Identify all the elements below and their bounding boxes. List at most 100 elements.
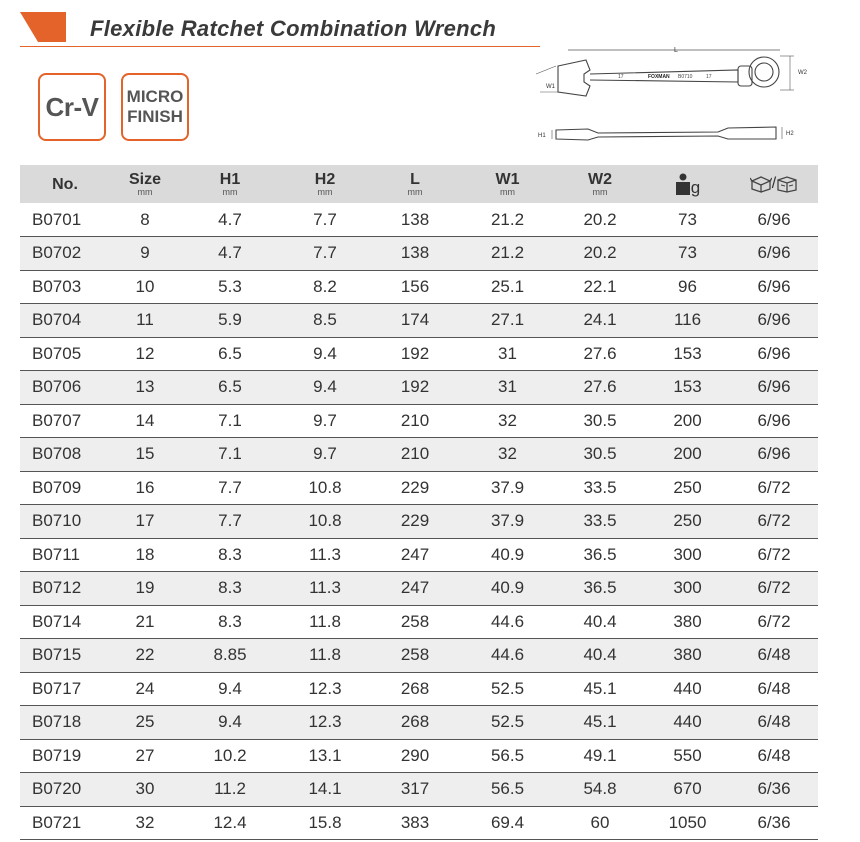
cell-w1: 56.5 [490,779,525,799]
cell-packing: 6/96 [757,444,791,464]
cell-h1: 5.9 [218,310,242,330]
cell-no: B0718 [32,712,82,732]
cell-w2: 33.5 [583,477,617,497]
cell-packing: 6/96 [757,343,791,363]
cell-packing: 6/72 [757,511,791,531]
cell-w1: 52.5 [490,712,525,732]
column-header-w1: W1 mm [495,170,520,197]
cell-l: 290 [400,745,430,765]
table-row: B0707 14 7.1 9.7 210 32 30.5 200 6/96 [20,404,818,438]
cell-packing: 6/96 [757,310,791,330]
column-header-h1: H1 mm [219,170,241,197]
cell-h1: 7.7 [218,477,242,497]
cell-w2: 40.4 [583,645,617,665]
cell-w2: 36.5 [583,544,617,564]
cell-l: 268 [400,712,430,732]
cell-h1: 7.7 [218,511,242,531]
cell-size: 27 [135,745,155,765]
cell-w1: 21.2 [490,243,525,263]
cell-w1: 31 [498,343,517,363]
table-row: B0720 30 11.2 14.1 317 56.5 54.8 670 6/36 [20,772,818,806]
cell-no: B0710 [32,511,82,531]
cell-h2: 8.2 [313,276,337,296]
cell-h1: 9.4 [218,678,242,698]
packing-separator: / [771,175,777,193]
cell-no: B0706 [32,377,82,397]
cell-no: B0707 [32,410,82,430]
wrench-top-view [557,56,780,97]
cell-size: 11 [136,310,154,330]
cell-no: B0720 [32,779,82,799]
cell-w1: 31 [498,377,517,397]
table-row: B0712 19 8.3 11.3 247 40.9 36.5 300 6/72 [20,571,818,605]
cell-packing: 6/48 [757,712,791,732]
cell-w2: 49.1 [583,745,617,765]
weight-unit-label: g [690,178,701,197]
title-flag-icon [20,12,66,42]
table-row: B0718 25 9.4 12.3 268 52.5 45.1 440 6/48 [20,705,818,739]
cell-w1: 37.9 [490,511,525,531]
cell-l: 138 [400,209,430,229]
cell-h1: 8.3 [218,611,242,631]
table-row: B0704 11 5.9 8.5 174 27.1 24.1 116 6/96 [20,303,818,337]
table-row: B0702 9 4.7 7.7 138 21.2 20.2 73 6/96 [20,236,818,270]
cell-no: B0715 [32,645,82,665]
column-header-w2: W2 mm [588,170,612,197]
cell-no: B0711 [32,544,80,564]
cell-w2: 30.5 [583,444,617,464]
cell-packing: 6/72 [757,611,791,631]
cell-w1: 44.6 [490,611,525,631]
cell-packing: 6/48 [757,745,791,765]
label-H2: H2 [786,131,794,137]
cell-w2: 30.5 [583,410,617,430]
cell-weight: 550 [673,745,702,765]
cell-w2: 36.5 [583,578,617,598]
cell-l: 210 [400,410,430,430]
cell-size: 19 [135,578,155,598]
cell-w2: 27.6 [583,343,617,363]
wrench-side-view [555,126,777,141]
cell-w1: 44.6 [490,645,525,665]
cell-h1: 7.1 [218,410,242,430]
title-divider [20,46,540,47]
cell-size: 30 [135,779,155,799]
cell-packing: 6/96 [757,209,791,229]
cell-weight: 153 [673,343,702,363]
cell-no: B0719 [32,745,82,765]
table-row: B0717 24 9.4 12.3 268 52.5 45.1 440 6/48 [20,672,818,706]
cell-weight: 200 [673,410,702,430]
table-row: B0719 27 10.2 13.1 290 56.5 49.1 550 6/48 [20,739,818,773]
cell-w1: 25.1 [490,276,525,296]
weight-icon [675,173,690,195]
cell-no: B0712 [32,578,82,598]
table-row: B0705 12 6.5 9.4 192 31 27.6 153 6/96 [20,337,818,371]
cell-h2: 11.8 [309,611,341,631]
cell-h1: 5.3 [218,276,242,296]
spec-table-body: B0701 8 4.7 7.7 138 21.2 20.2 73 6/96 B0702 9 4.7 7.… [20,203,818,840]
cell-w1: 32 [498,444,517,464]
cell-weight: 300 [673,544,702,564]
cell-weight: 73 [678,243,697,263]
cell-l: 317 [400,779,430,799]
cell-size: 10 [135,276,155,296]
cell-h1: 4.7 [218,243,242,263]
cell-w2: 22.1 [583,276,617,296]
cell-h1: 7.1 [218,444,242,464]
cell-h1: 9.4 [218,712,242,732]
cell-no: B0714 [32,611,82,631]
cell-l: 247 [400,544,430,564]
cell-l: 258 [400,645,430,665]
cell-packing: 6/96 [757,410,791,430]
cell-w1: 37.9 [490,477,525,497]
cell-weight: 200 [673,444,702,464]
cell-l: 192 [400,377,430,397]
cell-h1: 11.2 [214,779,246,799]
cell-weight: 1050 [668,812,707,832]
cell-h2: 9.7 [313,410,337,430]
cell-l: 229 [400,511,430,531]
cell-w2: 20.2 [583,243,617,263]
column-header-weight: g [645,165,730,203]
